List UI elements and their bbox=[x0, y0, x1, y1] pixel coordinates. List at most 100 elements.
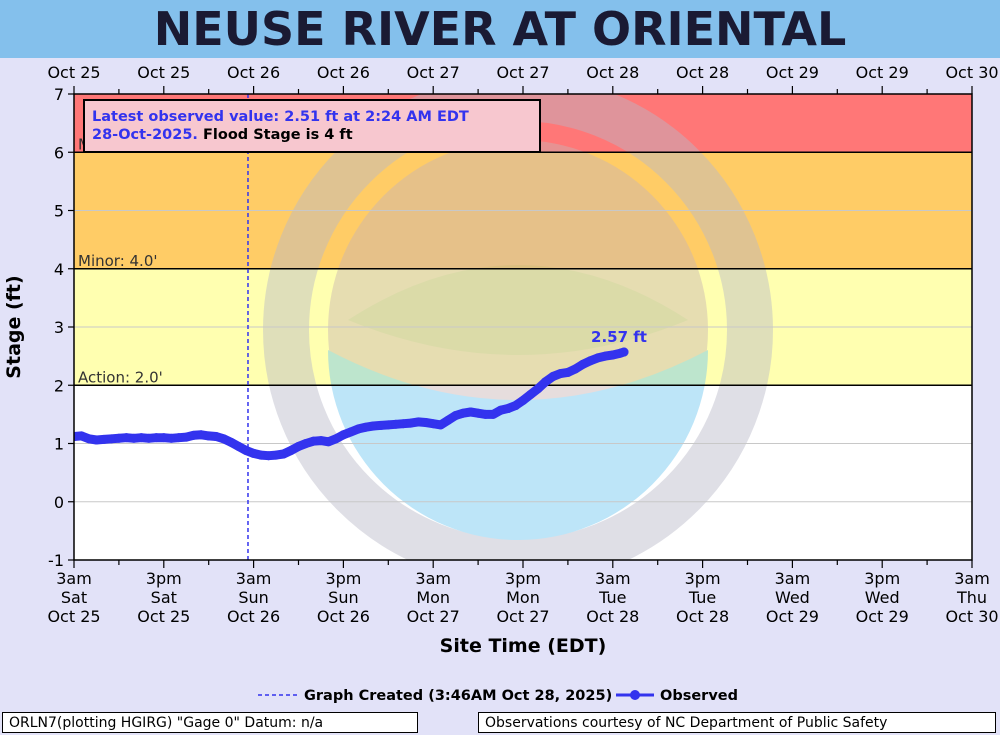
series-point-0-21 bbox=[226, 437, 236, 447]
series-point-0-15 bbox=[181, 432, 191, 442]
x-bottom-tick-label-4-1: Mon bbox=[416, 588, 450, 607]
x-bottom-tick-label-9-1: Wed bbox=[865, 588, 900, 607]
x-top-tick-label-5: Oct 27 bbox=[496, 63, 549, 82]
series-point-0-25 bbox=[256, 450, 266, 460]
series-point-0-56 bbox=[488, 409, 498, 419]
series-point-0-35 bbox=[331, 434, 341, 444]
series-point-0-30 bbox=[294, 441, 303, 451]
series-point-0-46 bbox=[413, 417, 423, 427]
x-bottom-tick-label-8-2: Oct 29 bbox=[766, 607, 819, 626]
x-top-tick-label-10: Oct 30 bbox=[945, 63, 998, 82]
x-bottom-tick-label-10-2: Oct 30 bbox=[945, 607, 998, 626]
x-top-tick-label-9: Oct 29 bbox=[856, 63, 909, 82]
legend-observed-label: Observed bbox=[660, 688, 738, 704]
series-point-0-27 bbox=[271, 450, 281, 460]
x-bottom-tick-label-7-2: Oct 28 bbox=[676, 607, 729, 626]
series-point-0-52 bbox=[458, 408, 468, 418]
series-point-0-70 bbox=[593, 353, 603, 363]
x-top-tick-label-1: Oct 25 bbox=[137, 63, 190, 82]
x-top-tick-label-8: Oct 29 bbox=[766, 63, 819, 82]
series-point-0-64 bbox=[548, 372, 558, 382]
series-point-0-67 bbox=[570, 364, 580, 374]
series-point-0-60 bbox=[518, 395, 528, 405]
x-top-tick-label-0: Oct 25 bbox=[47, 63, 100, 82]
y-axis-label: Stage (ft) bbox=[3, 275, 25, 378]
series-point-0-1 bbox=[76, 431, 86, 441]
page-title: NEUSE RIVER AT ORIENTAL bbox=[153, 2, 847, 56]
title-bar: NEUSE RIVER AT ORIENTAL bbox=[0, 0, 1000, 58]
x-bottom-tick-label-9-0: 3pm bbox=[864, 569, 900, 588]
series-point-0-72 bbox=[608, 350, 618, 360]
x-bottom-tick-label-8-0: 3am bbox=[775, 569, 811, 588]
series-point-0-31 bbox=[301, 439, 311, 448]
series-point-0-38 bbox=[353, 424, 363, 434]
series-point-0-11 bbox=[151, 433, 161, 443]
x-bottom-tick-label-7-1: Tue bbox=[688, 588, 716, 607]
legend: Graph Created (3:46AM Oct 28, 2025) Obse… bbox=[258, 688, 738, 704]
series-point-0-24 bbox=[249, 448, 259, 458]
x-top-tick-label-6: Oct 28 bbox=[586, 63, 639, 82]
y-tick-label-4: 3 bbox=[54, 318, 64, 337]
x-bottom-tick-label-6-1: Tue bbox=[598, 588, 626, 607]
series-point-0-71 bbox=[600, 351, 610, 361]
series-point-0-14 bbox=[174, 433, 184, 443]
series-point-0-39 bbox=[361, 422, 371, 432]
series-point-0-53 bbox=[466, 407, 476, 417]
y-tick-label-1: 0 bbox=[54, 493, 64, 512]
series-point-0-12 bbox=[159, 433, 169, 443]
y-tick-label-5: 4 bbox=[54, 260, 64, 279]
series-point-0-48 bbox=[428, 419, 438, 429]
series-point-0-54 bbox=[473, 408, 483, 418]
last-value-label: 2.57 ft bbox=[591, 328, 647, 346]
legend-observed-marker bbox=[630, 690, 640, 700]
x-bottom-tick-label-1-2: Oct 25 bbox=[137, 607, 190, 626]
x-bottom-tick-label-10-0: 3am bbox=[954, 569, 990, 588]
x-bottom-tick-label-5-2: Oct 27 bbox=[496, 607, 549, 626]
x-bottom-tick-label-6-0: 3am bbox=[595, 569, 631, 588]
series-point-0-47 bbox=[421, 418, 431, 428]
x-bottom-tick-label-6-2: Oct 28 bbox=[586, 607, 639, 626]
x-bottom-tick-label-3-0: 3pm bbox=[325, 569, 361, 588]
latest-value-annotation: Latest observed value: 2.51 ft at 2:24 A… bbox=[83, 99, 541, 153]
x-bottom-tick-label-5-0: 3pm bbox=[505, 569, 541, 588]
series-point-0-3 bbox=[91, 435, 101, 445]
annotation-line-1: Latest observed value: 2.51 ft at 2:24 A… bbox=[92, 109, 469, 125]
series-point-0-63 bbox=[540, 377, 550, 387]
series-point-0-33 bbox=[316, 436, 326, 446]
series-point-0-51 bbox=[451, 411, 461, 421]
flood-band-label-0: Action: 2.0' bbox=[78, 368, 163, 386]
x-bottom-tick-label-3-1: Sun bbox=[328, 588, 358, 607]
legend-graph-created-label: Graph Created (3:46AM Oct 28, 2025) bbox=[304, 688, 612, 704]
y-tick-label-3: 2 bbox=[54, 376, 64, 395]
y-tick-label-6: 5 bbox=[54, 202, 64, 221]
series-point-0-42 bbox=[383, 420, 393, 430]
series-point-0-9 bbox=[136, 433, 146, 443]
series-point-0-61 bbox=[525, 390, 535, 400]
y-tick-label-0: -1 bbox=[48, 551, 64, 570]
annotation-flood-stage: Flood Stage is 4 ft bbox=[198, 127, 353, 143]
footer-datum-info: ORLN7(plotting HGIRG) "Gage 0" Datum: n/… bbox=[2, 712, 418, 733]
series-point-0-28 bbox=[279, 449, 289, 459]
series-point-0-62 bbox=[533, 384, 543, 394]
series-point-0-43 bbox=[391, 419, 401, 429]
series-point-0-22 bbox=[234, 441, 244, 451]
watermark-wave bbox=[328, 350, 708, 540]
series-point-0-55 bbox=[481, 409, 491, 419]
series-point-0-6 bbox=[114, 433, 124, 443]
watermark-gull bbox=[348, 265, 688, 355]
x-bottom-tick-label-2-1: Sun bbox=[238, 588, 268, 607]
x-bottom-tick-label-3-2: Oct 26 bbox=[317, 607, 370, 626]
x-top-tick-label-3: Oct 26 bbox=[317, 63, 370, 82]
x-bottom-tick-label-1-0: 3pm bbox=[146, 569, 182, 588]
x-bottom-tick-label-0-2: Oct 25 bbox=[47, 607, 100, 626]
series-point-0-58 bbox=[503, 404, 513, 414]
series-point-0-45 bbox=[406, 418, 416, 428]
x-axis-label: Site Time (EDT) bbox=[440, 635, 607, 657]
series-point-0-65 bbox=[555, 369, 565, 379]
series-point-0-74 bbox=[619, 347, 629, 357]
x-top-tick-label-4: Oct 27 bbox=[407, 63, 460, 82]
series-point-0-59 bbox=[511, 401, 521, 411]
series-point-0-37 bbox=[346, 427, 356, 437]
x-bottom-tick-label-4-2: Oct 27 bbox=[407, 607, 460, 626]
x-bottom-tick-label-10-1: Thu bbox=[956, 588, 987, 607]
